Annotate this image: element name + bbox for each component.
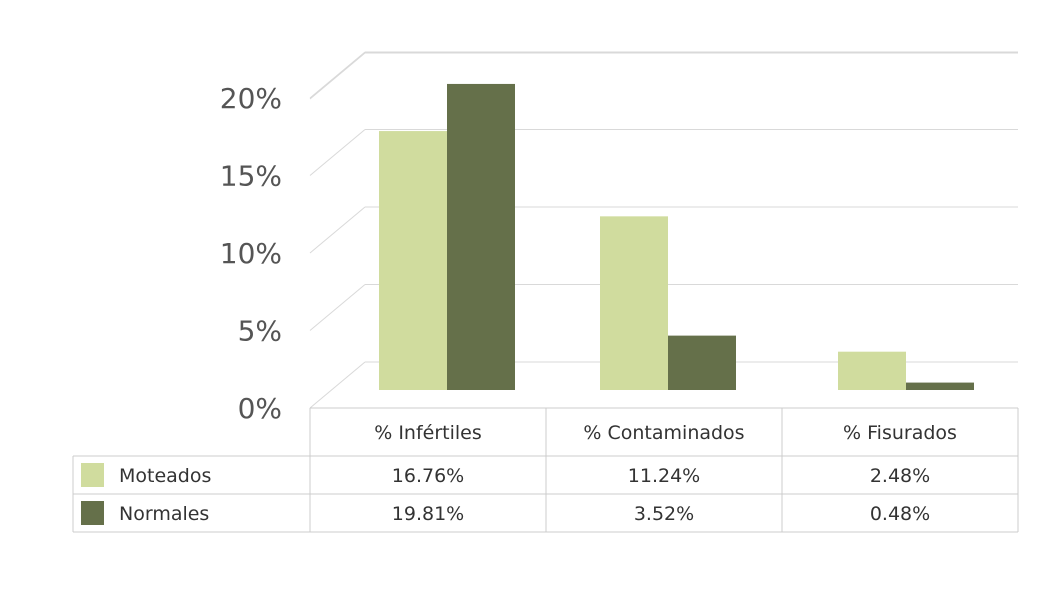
legend-swatch bbox=[81, 501, 104, 525]
category-label: % Contaminados bbox=[583, 422, 744, 444]
y-tick-label: 10% bbox=[220, 237, 282, 270]
data-value: 3.52% bbox=[634, 503, 694, 525]
gridline-depth bbox=[309, 129, 366, 176]
data-value: 0.48% bbox=[870, 503, 930, 525]
bars bbox=[379, 83, 974, 391]
gridline-depth bbox=[309, 206, 366, 254]
data-value: 19.81% bbox=[392, 503, 464, 525]
y-tick-label: 15% bbox=[220, 160, 282, 193]
data-value: 11.24% bbox=[628, 465, 700, 487]
legend-label: Normales bbox=[119, 503, 209, 525]
y-tick-label: 20% bbox=[220, 82, 282, 115]
y-axis-ticks: 0% 5% 10% 15% 20% bbox=[220, 82, 282, 425]
y-tick-label: 0% bbox=[238, 392, 282, 425]
bar-moteados-2 bbox=[600, 216, 668, 390]
data-value: 2.48% bbox=[870, 465, 930, 487]
gridline-depth bbox=[309, 361, 366, 409]
category-label: % Infértiles bbox=[374, 422, 482, 444]
data-value: 16.76% bbox=[392, 465, 464, 487]
gridline-depth bbox=[309, 52, 366, 100]
y-tick-label: 5% bbox=[238, 315, 282, 348]
bar-moteados-3 bbox=[838, 351, 906, 390]
legend-label: Moteados bbox=[119, 465, 211, 487]
bar-normales-3 bbox=[906, 382, 974, 390]
gridline-depth bbox=[309, 284, 366, 331]
bar-normales-1 bbox=[447, 83, 515, 391]
bar-normales-2 bbox=[668, 335, 736, 390]
bar-moteados-1 bbox=[379, 131, 447, 391]
gridline-depth bbox=[309, 51, 366, 99]
category-label: % Fisurados bbox=[843, 422, 957, 444]
legend-swatch bbox=[81, 463, 104, 487]
data-table: % Infértiles % Contaminados % Fisurados Mot… bbox=[72, 407, 1019, 533]
